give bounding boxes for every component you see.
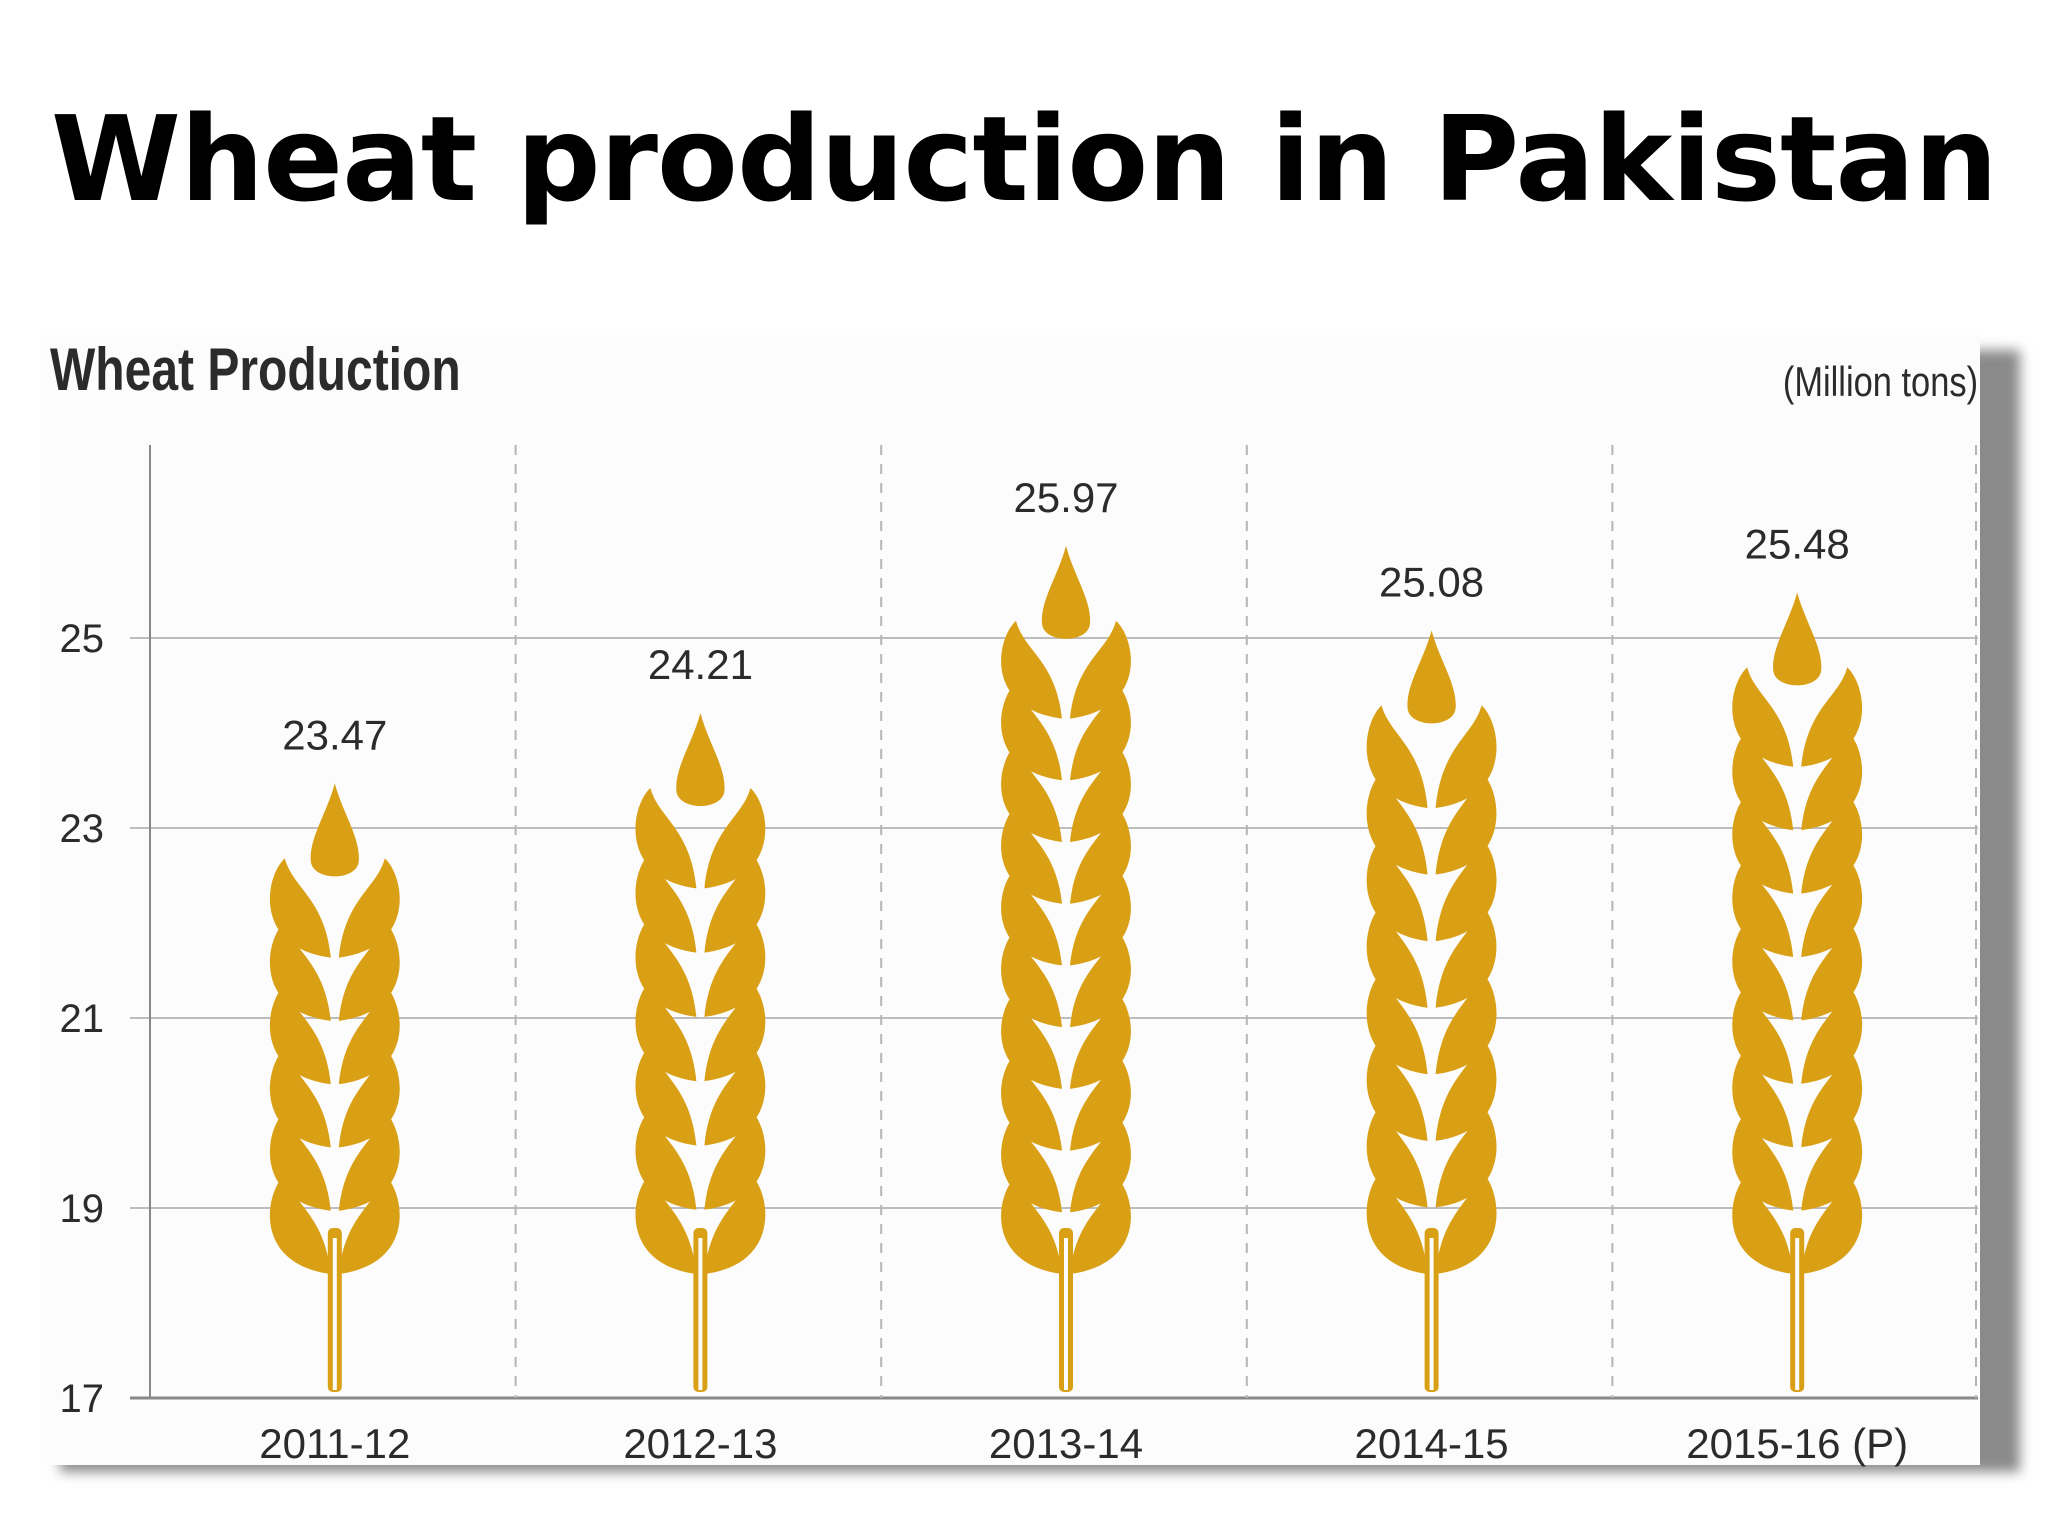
wheat-grain-left <box>1366 1171 1428 1274</box>
wheat-grain-right <box>1801 1174 1863 1274</box>
wheat-stem-highlight <box>332 1238 337 1390</box>
wheat-grain-right <box>1070 1176 1131 1274</box>
data-label: 24.21 <box>648 641 753 688</box>
wheat-grain-top <box>310 783 359 877</box>
wheat-stem-highlight <box>698 1238 703 1390</box>
y-tick-label: 25 <box>60 617 105 661</box>
x-tick-label: 2012-13 <box>623 1420 777 1467</box>
wheat-stalk-bar <box>1732 592 1863 1392</box>
x-tick-label: 2013-14 <box>989 1420 1143 1467</box>
wheat-grain-left <box>1001 1176 1062 1274</box>
y-tick-label: 17 <box>60 1377 105 1421</box>
wheat-grain-top <box>1041 545 1091 639</box>
wheat-stalk-bar <box>635 713 766 1392</box>
data-label: 25.97 <box>1013 474 1118 521</box>
wheat-stem-highlight <box>1429 1238 1434 1390</box>
wheat-grain-top <box>1773 592 1822 686</box>
wheat-grain-right <box>704 1173 766 1274</box>
wheat-grain-top <box>676 713 725 807</box>
wheat-stalk-bar <box>269 783 400 1392</box>
y-tick-label: 21 <box>60 997 105 1041</box>
y-tick-label: 23 <box>60 807 105 851</box>
data-label: 25.48 <box>1745 520 1850 567</box>
wheat-stalk-bar <box>1366 630 1497 1392</box>
data-label: 23.47 <box>282 711 387 758</box>
wheat-stem-highlight <box>1795 1238 1800 1390</box>
data-label: 25.08 <box>1379 558 1484 605</box>
x-tick-label: 2015-16 (P) <box>1686 1420 1908 1467</box>
x-tick-label: 2011-12 <box>259 1420 410 1467</box>
chart-title: Wheat Production <box>50 336 461 403</box>
wheat-grain-right <box>1435 1171 1497 1274</box>
y-tick-label: 19 <box>60 1187 105 1231</box>
wheat-grain-left <box>1732 1174 1794 1274</box>
x-tick-label: 2014-15 <box>1355 1420 1509 1467</box>
slide-title: Wheat production in Pakistan <box>50 90 1998 228</box>
wheat-stem-highlight <box>1064 1238 1068 1390</box>
chart-unit-label: (Million tons) <box>1782 358 1978 405</box>
wheat-stalk-bar <box>1001 545 1131 1392</box>
wheat-grain-left <box>635 1173 697 1274</box>
wheat-grain-right <box>338 1174 400 1274</box>
wheat-grain-top <box>1407 630 1456 724</box>
wheat-grain-left <box>269 1174 331 1274</box>
